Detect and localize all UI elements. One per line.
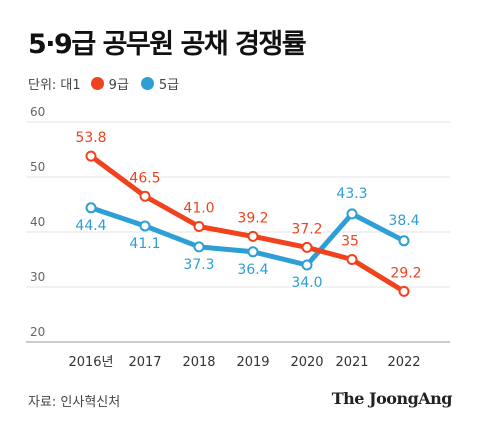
data-label: 37.2 <box>291 221 322 237</box>
data-label: 36.4 <box>237 262 268 278</box>
data-label: 46.5 <box>129 170 160 186</box>
legend-swatch-9 <box>90 76 104 90</box>
data-point <box>139 220 151 232</box>
y-tick-label: 50 <box>30 160 45 174</box>
legend-label-5: 5급 <box>158 77 180 93</box>
data-point <box>247 230 259 242</box>
data-point <box>301 241 313 253</box>
data-label: 29.2 <box>390 265 421 281</box>
source-note: 자료: 인사혁신처 <box>28 395 121 410</box>
data-point <box>85 150 97 162</box>
y-tick-label: 40 <box>30 215 45 229</box>
data-label: 44.4 <box>75 218 106 234</box>
y-tick-label: 20 <box>30 325 45 339</box>
data-label: 38.4 <box>388 213 419 229</box>
data-point <box>247 246 259 258</box>
legend-label-9: 9급 <box>108 77 129 93</box>
data-point <box>139 190 151 202</box>
legend-item-5: 5급 <box>140 74 180 93</box>
data-point <box>398 235 410 247</box>
x-tick-label: 2019 <box>236 355 269 370</box>
data-label: 35 <box>341 234 359 250</box>
data-label: 41.1 <box>129 236 160 252</box>
data-point <box>346 254 358 265</box>
data-label: 39.2 <box>237 210 268 226</box>
data-label: 37.3 <box>183 257 214 273</box>
legend-item-9: 9급 <box>90 74 129 93</box>
y-tick-label: 60 <box>30 105 45 119</box>
x-tick-label: 2016년 <box>68 355 113 370</box>
x-tick-label: 2021 <box>335 355 368 370</box>
unit-label: 단위: 대1 <box>28 77 81 93</box>
x-tick-label: 2017 <box>128 355 161 370</box>
x-tick-label: 2022 <box>387 355 420 370</box>
data-point <box>193 241 205 253</box>
legend: 단위: 대1 9급 5급 <box>28 72 191 94</box>
data-label: 34.0 <box>291 275 322 291</box>
data-label: 41.0 <box>183 201 214 217</box>
data-point <box>193 221 205 232</box>
legend-swatch-5 <box>140 76 154 90</box>
data-label: 43.3 <box>336 186 367 202</box>
x-tick-label: 2020 <box>290 355 323 370</box>
data-point <box>346 208 358 220</box>
data-point <box>85 202 97 214</box>
data-label: 53.8 <box>75 130 106 146</box>
y-tick-label: 30 <box>30 270 45 284</box>
data-point <box>301 259 313 271</box>
brand-logo: The JoongAng <box>331 389 453 408</box>
x-tick-label: 2018 <box>182 355 215 370</box>
chart-title: 5·9급 공무원 공채 경쟁률 <box>28 29 307 60</box>
data-point <box>398 285 410 297</box>
